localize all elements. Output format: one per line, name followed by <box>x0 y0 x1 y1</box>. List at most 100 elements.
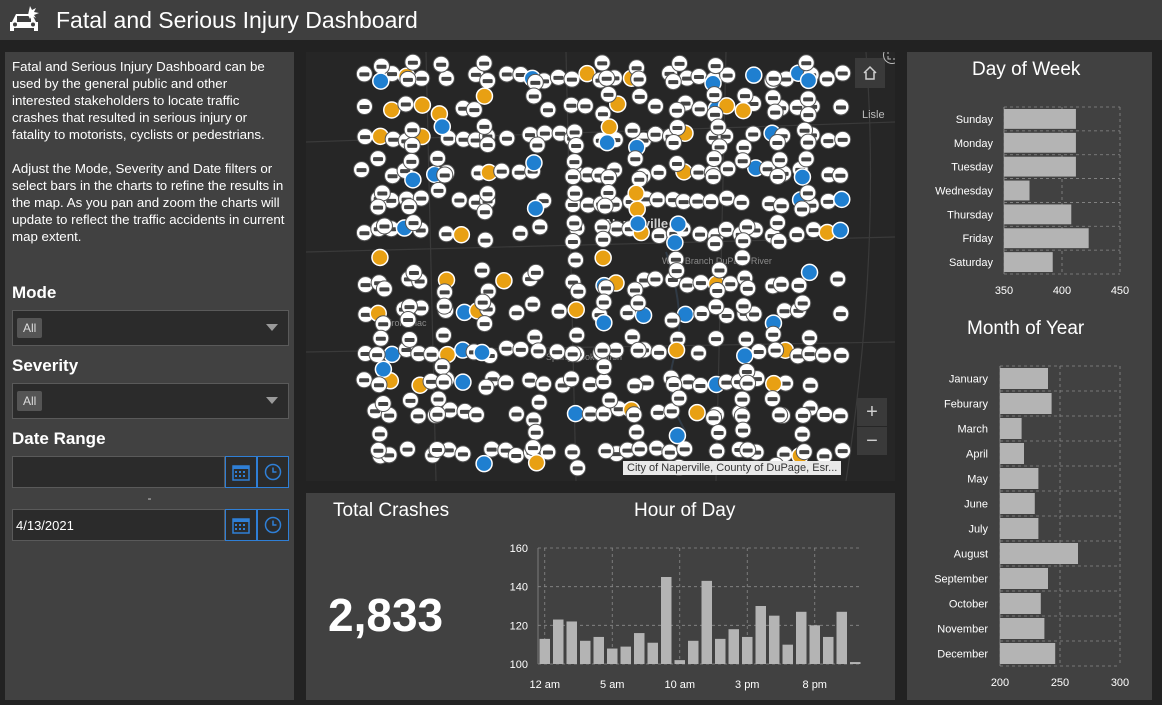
category-bar[interactable] <box>1004 109 1076 129</box>
hour-bar[interactable] <box>553 619 564 664</box>
severity-dropdown[interactable]: All <box>12 383 289 419</box>
pedestrian-crash-marker[interactable] <box>371 248 389 267</box>
pedestrian-crash-marker[interactable] <box>717 97 736 115</box>
category-bar[interactable] <box>1000 393 1052 414</box>
hour-bar[interactable] <box>661 577 672 664</box>
bicycle-crash-marker[interactable] <box>793 168 812 186</box>
category-bar[interactable] <box>1000 368 1048 389</box>
day-of-week-chart[interactable]: 350 400 450 Sunday Monday Tuesday Wednesday Thu… <box>935 106 1129 297</box>
hour-of-day-chart[interactable]: 100 120 140 160 12 am 5 am 10 am 3 pm 8 pm <box>306 493 895 700</box>
bicycle-crash-marker[interactable] <box>383 345 401 364</box>
bicycle-crash-marker[interactable] <box>404 171 422 189</box>
hour-bar[interactable] <box>634 633 645 664</box>
pedestrian-crash-marker[interactable] <box>413 96 432 114</box>
pedestrian-crash-marker[interactable] <box>688 403 706 422</box>
pedestrian-crash-marker[interactable] <box>527 454 546 472</box>
hour-bar[interactable] <box>796 611 807 664</box>
hour-bar[interactable] <box>823 636 834 664</box>
calendar-icon[interactable] <box>225 509 257 541</box>
bicycle-crash-marker[interactable] <box>832 190 851 209</box>
bicycle-crash-marker[interactable] <box>629 214 647 233</box>
hour-bar[interactable] <box>674 660 686 664</box>
category-bar[interactable] <box>1000 443 1024 464</box>
category-bar[interactable] <box>1000 568 1048 589</box>
month-of-year-chart[interactable]: 200 250 300 January Feburary March April May Jun… <box>934 365 1129 689</box>
hour-bar[interactable] <box>647 642 659 664</box>
hour-bar[interactable] <box>539 638 551 664</box>
category-bar[interactable] <box>1000 543 1078 564</box>
category-bar[interactable] <box>1004 228 1089 249</box>
clock-icon[interactable] <box>257 509 289 541</box>
calendar-icon[interactable] <box>225 456 257 488</box>
pedestrian-crash-marker[interactable] <box>600 118 619 136</box>
bicycle-crash-marker[interactable] <box>800 263 819 282</box>
hour-bar[interactable] <box>566 621 578 664</box>
bicycle-crash-marker[interactable] <box>433 117 452 136</box>
category-bar[interactable] <box>1004 252 1053 272</box>
hour-bar[interactable] <box>809 625 821 664</box>
hour-bar[interactable] <box>580 640 591 664</box>
hour-bar[interactable] <box>755 606 767 664</box>
pedestrian-crash-marker[interactable] <box>495 271 513 290</box>
bicycle-crash-marker[interactable] <box>668 426 687 445</box>
hour-bar[interactable] <box>701 580 713 664</box>
map-canvas[interactable]: Naperville West Branch DuPage River Spri… <box>306 52 895 481</box>
hour-bar[interactable] <box>620 646 632 664</box>
end-date-input[interactable]: 4/13/2021 <box>12 509 225 541</box>
pedestrian-crash-marker[interactable] <box>567 300 585 319</box>
pedestrian-crash-marker[interactable] <box>734 101 753 120</box>
hour-bar[interactable] <box>769 615 780 664</box>
bicycle-crash-marker[interactable] <box>736 346 754 365</box>
bicycle-crash-marker[interactable] <box>526 199 545 218</box>
hour-bar[interactable] <box>728 629 740 664</box>
category-bar[interactable] <box>1000 418 1022 439</box>
zoom-in-button[interactable]: + <box>857 398 887 426</box>
hour-bar[interactable] <box>607 648 618 664</box>
bicycle-crash-marker[interactable] <box>831 221 850 240</box>
pedestrian-crash-marker[interactable] <box>452 225 471 244</box>
category-bar[interactable] <box>1000 593 1041 614</box>
category-bar[interactable] <box>1004 132 1076 153</box>
bicycle-crash-marker[interactable] <box>745 66 763 84</box>
home-button[interactable] <box>855 58 885 88</box>
crash-map[interactable]: Naperville West Branch DuPage River Spri… <box>306 52 895 481</box>
bicycle-crash-marker[interactable] <box>566 404 585 423</box>
hour-bar[interactable] <box>850 662 861 664</box>
hour-bar[interactable] <box>715 638 726 664</box>
bicycle-crash-marker[interactable] <box>525 154 543 172</box>
bicycle-crash-marker[interactable] <box>473 343 491 362</box>
bicycle-crash-marker[interactable] <box>799 71 818 90</box>
bicycle-crash-marker[interactable] <box>598 133 616 152</box>
pedestrian-crash-marker[interactable] <box>382 101 401 119</box>
mode-dropdown[interactable]: All <box>12 310 289 346</box>
category-bar[interactable] <box>1000 518 1039 539</box>
bicycle-crash-marker[interactable] <box>669 215 687 233</box>
crash-markers[interactable] <box>353 53 852 477</box>
bicycle-crash-marker[interactable] <box>374 360 393 379</box>
pedestrian-crash-marker[interactable] <box>594 249 612 267</box>
pedestrian-crash-marker[interactable] <box>628 200 646 218</box>
category-bar[interactable] <box>1004 156 1076 177</box>
bicycle-crash-marker[interactable] <box>595 313 613 332</box>
pedestrian-crash-marker[interactable] <box>667 341 686 359</box>
category-bar[interactable] <box>1004 180 1030 201</box>
category-bar[interactable] <box>1000 493 1035 514</box>
bicycle-crash-marker[interactable] <box>454 373 472 391</box>
pedestrian-crash-marker[interactable] <box>627 184 645 202</box>
hour-bar[interactable] <box>593 636 605 664</box>
bicycle-crash-marker[interactable] <box>372 72 390 90</box>
category-bar[interactable] <box>1000 618 1045 639</box>
bicycle-crash-marker[interactable] <box>666 233 684 252</box>
category-bar[interactable] <box>1000 643 1056 664</box>
pedestrian-crash-marker[interactable] <box>475 87 494 105</box>
zoom-out-button[interactable]: − <box>857 427 887 455</box>
hour-bar[interactable] <box>742 636 753 664</box>
hour-bar[interactable] <box>782 644 794 664</box>
hour-bar[interactable] <box>836 611 848 664</box>
start-date-input[interactable] <box>12 456 225 488</box>
category-bar[interactable] <box>1000 468 1039 489</box>
bicycle-crash-marker[interactable] <box>475 454 493 473</box>
side-charts[interactable]: 350 400 450 Sunday Monday Tuesday Wednesday Thu… <box>907 52 1152 700</box>
clock-icon[interactable] <box>257 456 289 488</box>
category-bar[interactable] <box>1004 204 1072 225</box>
